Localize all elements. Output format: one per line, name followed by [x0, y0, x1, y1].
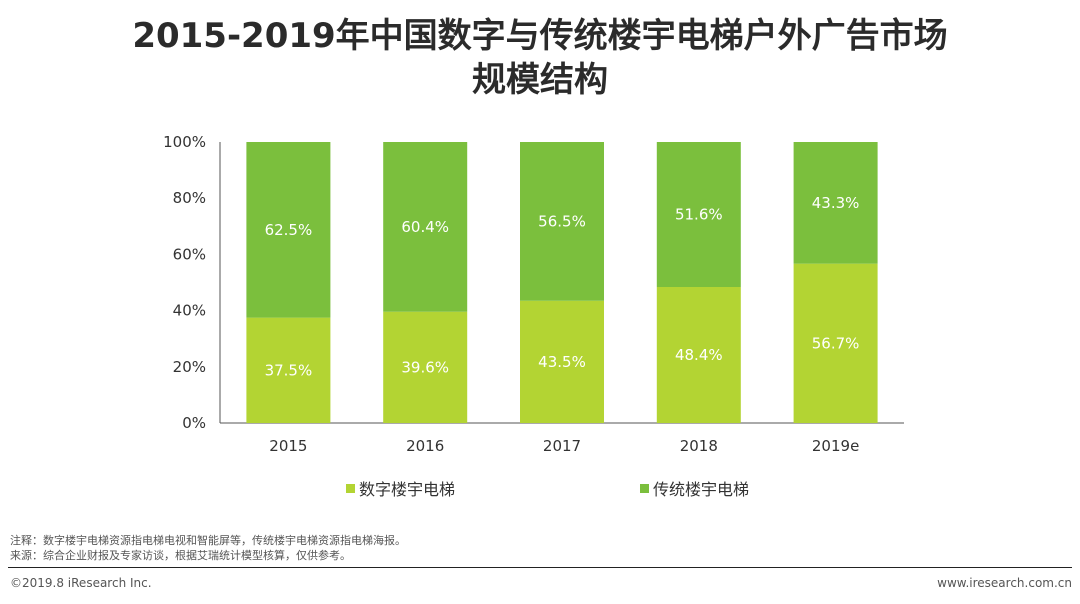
x-tick-label: 2017 — [543, 437, 581, 455]
legend-item-digital: 数字楼宇电梯 — [346, 476, 455, 500]
data-label-traditional: 51.6% — [675, 205, 723, 223]
x-tick-label: 2019e — [812, 437, 859, 455]
legend-label-digital: 数字楼宇电梯 — [359, 480, 456, 499]
bar-traditional — [656, 142, 741, 287]
data-label-digital: 37.5% — [265, 361, 313, 379]
chart-legend: 数字楼宇电梯 传统楼宇电梯 — [0, 476, 1080, 500]
data-label-traditional: 60.4% — [401, 218, 449, 236]
data-label-digital: 56.7% — [812, 334, 860, 352]
x-tick-label: 2016 — [406, 437, 444, 455]
y-tick-label: 100% — [163, 133, 206, 151]
legend-label-traditional: 传统楼宇电梯 — [653, 480, 750, 499]
legend-swatch-traditional — [640, 483, 649, 493]
data-label-traditional: 56.5% — [538, 212, 586, 230]
bar-traditional — [246, 142, 331, 318]
stacked-bar-chart: 0% 20% 40% 60% 80% 100% 37.5% 62.5% 2015 39.6% 60.… — [163, 133, 904, 455]
y-tick-label: 60% — [173, 245, 206, 263]
chart-title-line1: 2015-2019年中国数字与传统楼宇电梯户外广告市场 — [132, 16, 948, 56]
bar-digital — [656, 286, 741, 423]
legend-item-traditional: 传统楼宇电梯 — [640, 476, 749, 500]
data-label-traditional: 43.3% — [812, 194, 860, 212]
bar-traditional — [383, 142, 468, 312]
chart-note: 注释：数字楼宇电梯资源指电梯电视和智能屏等，传统楼宇电梯资源指电梯海报。 — [10, 534, 406, 547]
bar-digital — [383, 311, 468, 423]
footer-divider — [8, 567, 1072, 568]
y-tick-label: 20% — [173, 358, 206, 376]
x-tick-label: 2015 — [269, 437, 307, 455]
y-tick-label: 40% — [173, 302, 206, 320]
footer-website: www.iresearch.com.cn — [937, 576, 1072, 590]
x-tick-label: 2018 — [680, 437, 718, 455]
legend-swatch-digital — [346, 483, 355, 493]
data-label-digital: 48.4% — [675, 346, 723, 364]
bar-digital — [246, 317, 331, 423]
data-label-traditional: 62.5% — [265, 221, 313, 239]
y-tick-label: 0% — [182, 414, 206, 432]
chart-title: 2015-2019年中国数字与传统楼宇电梯户外广告市场 规模结构 — [0, 14, 1080, 102]
chart-title-line2: 规模结构 — [472, 60, 608, 100]
y-tick-label: 80% — [173, 189, 206, 207]
data-label-digital: 39.6% — [401, 358, 449, 376]
bar-digital — [520, 300, 604, 423]
data-label-digital: 43.5% — [538, 353, 586, 371]
bar-digital — [793, 263, 878, 423]
bar-traditional — [793, 142, 878, 264]
chart-source: 来源：综合企业财报及专家访谈，根据艾瑞统计模型核算，仅供参考。 — [10, 549, 351, 562]
bar-traditional — [520, 142, 604, 301]
footer-copyright: ©2019.8 iResearch Inc. — [10, 576, 152, 590]
